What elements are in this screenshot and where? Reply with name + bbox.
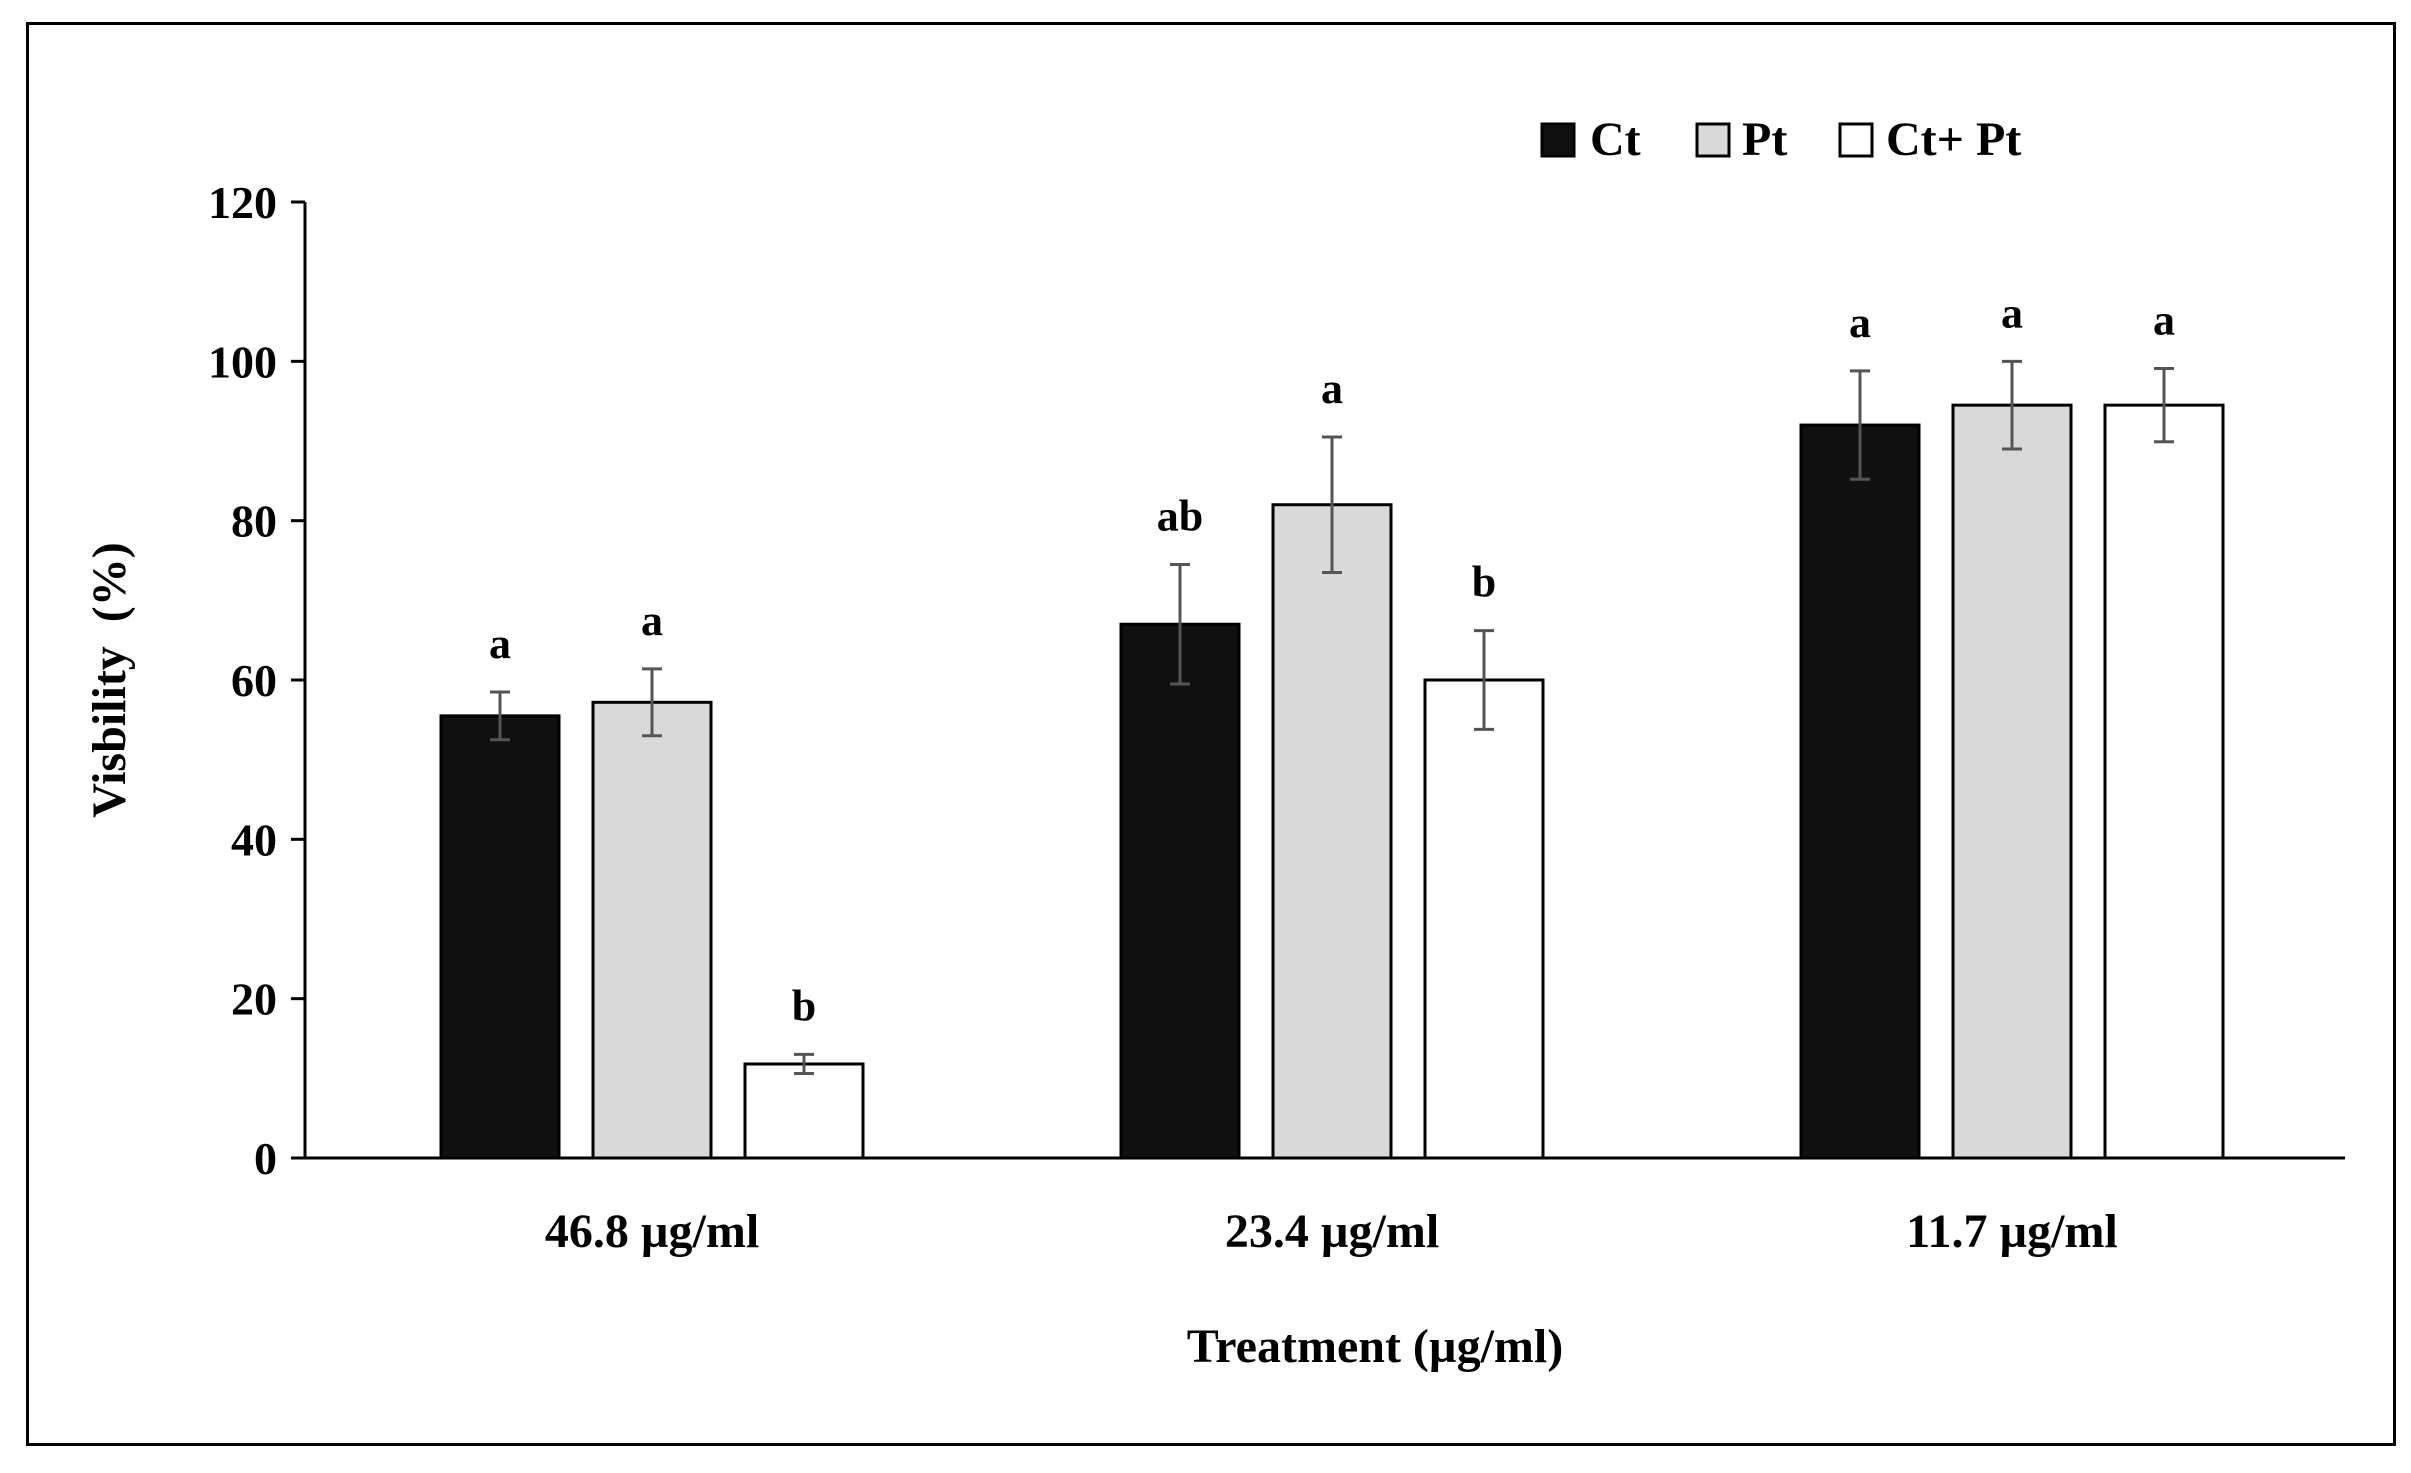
significance-label: a <box>2153 296 2175 345</box>
bar-ct-pt-1 <box>1423 678 1545 1160</box>
y-axis-title: Visbility (%) <box>83 542 136 818</box>
bar-pt-0 <box>591 700 713 1160</box>
legend-label: Ct <box>1590 113 1641 166</box>
bar-ct-1 <box>1119 622 1241 1160</box>
significance-label: b <box>1472 558 1496 607</box>
significance-label: ab <box>1157 491 1203 540</box>
legend-swatch <box>1540 122 1576 158</box>
x-tick-label: 46.8 µg/ml <box>545 1205 759 1258</box>
y-tick-label: 60 <box>231 655 277 706</box>
y-tick-label: 80 <box>231 496 277 547</box>
bar-pt-2 <box>1951 403 2073 1160</box>
bars-layer <box>439 359 2225 1160</box>
y-tick-label: 20 <box>231 974 277 1025</box>
bar-ct-0 <box>439 714 561 1160</box>
bar-pt-1 <box>1271 503 1393 1160</box>
significance-label: a <box>2001 288 2023 337</box>
x-tick-label: 23.4 µg/ml <box>1225 1205 1439 1258</box>
y-tick-label: 100 <box>208 336 277 387</box>
bar-ct-2 <box>1799 423 1921 1160</box>
legend: Ct Pt Ct+ Pt <box>1540 113 2021 166</box>
bar-ct-pt-2 <box>2103 403 2225 1160</box>
y-tick-label: 120 <box>208 177 277 228</box>
legend-label: Ct+ Pt <box>1886 113 2021 166</box>
legend-swatch <box>1695 122 1731 158</box>
significance-label: a <box>1321 364 1343 413</box>
significance-label: b <box>792 981 816 1030</box>
significance-label: a <box>489 619 511 668</box>
significance-label: a <box>641 596 663 645</box>
significance-label: a <box>1849 298 1871 347</box>
legend-label: Pt <box>1742 113 1787 166</box>
x-tick-label: 11.7 µg/ml <box>1906 1205 2118 1258</box>
ticks-layer: 0 20 40 60 80 100 120 <box>208 177 305 1184</box>
x-axis-title: Treatment (µg/ml) <box>1187 1320 1563 1373</box>
y-tick-label: 40 <box>231 814 277 865</box>
legend-swatch <box>1838 122 1874 158</box>
y-tick-label: 0 <box>254 1133 277 1184</box>
bar-ct-pt-0 <box>743 1062 865 1160</box>
